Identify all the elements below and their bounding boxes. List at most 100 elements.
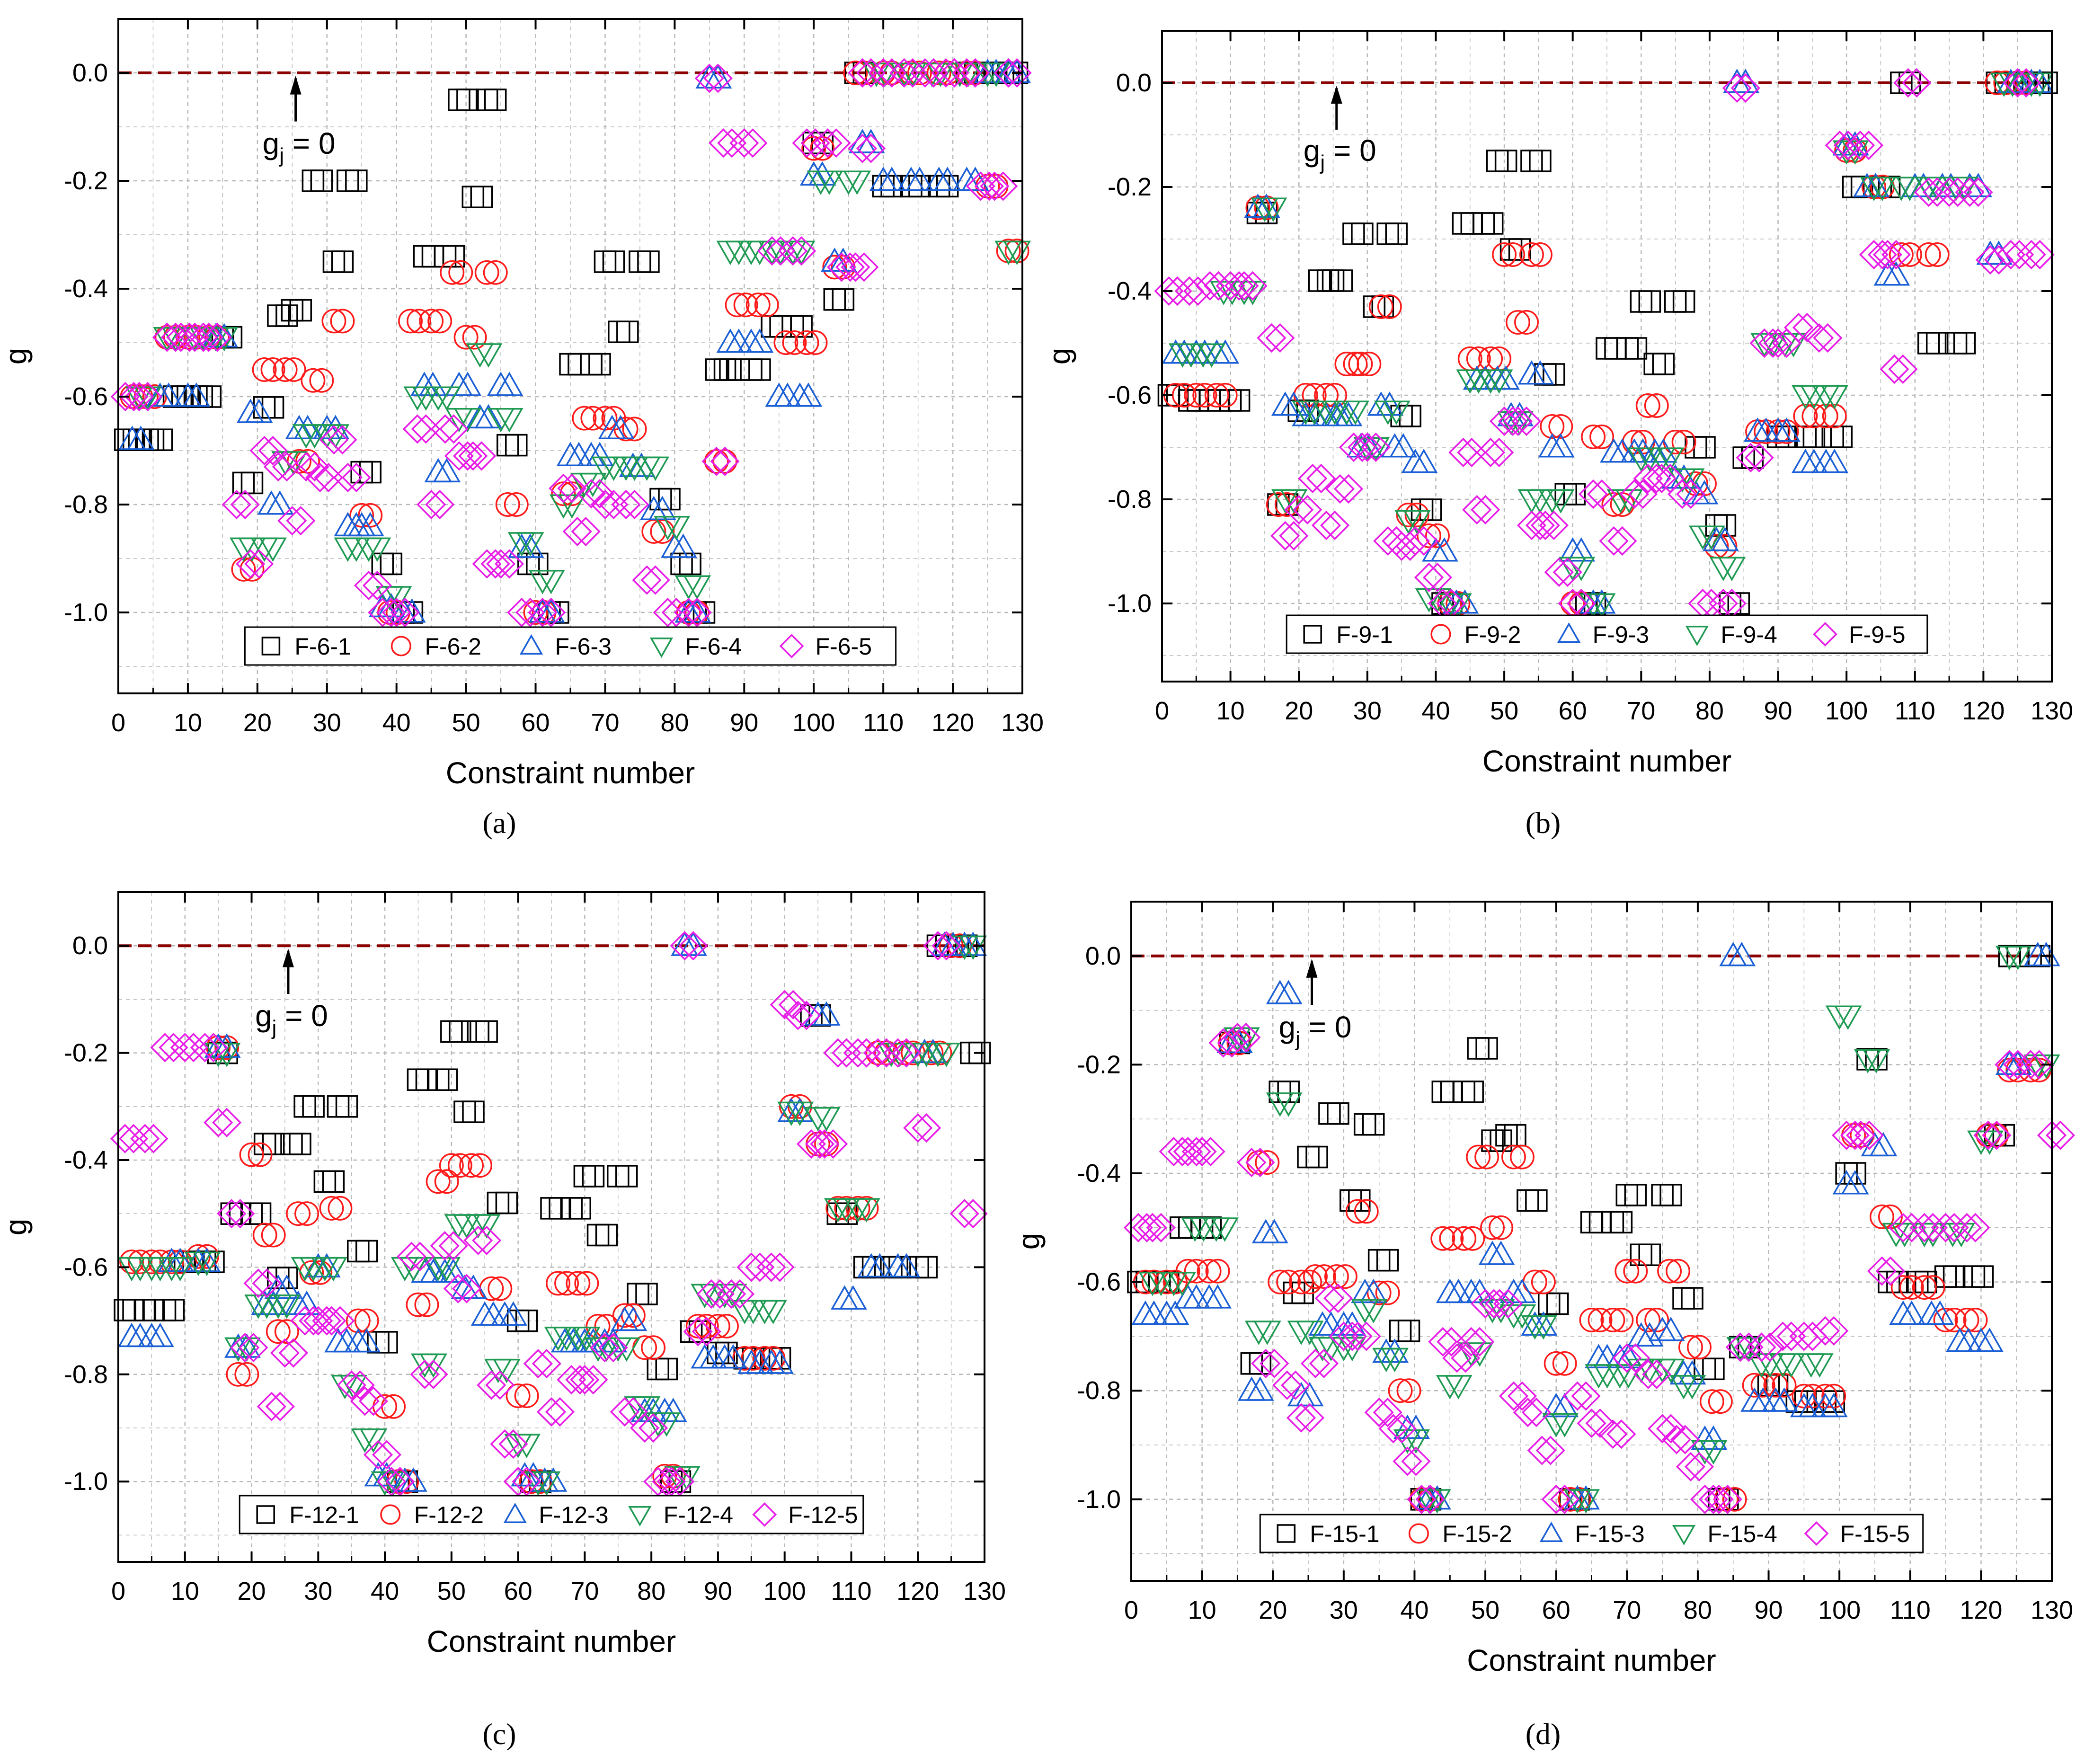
data-point — [679, 552, 701, 576]
x-tick-label: 110 — [831, 1577, 871, 1605]
data-point — [124, 381, 154, 412]
data-point — [565, 1365, 595, 1395]
data-point — [679, 931, 707, 956]
data-point — [166, 1248, 195, 1272]
y-tick-label: -0.8 — [64, 1360, 108, 1389]
data-point — [1544, 557, 1574, 587]
x-tick-label: 20 — [237, 1577, 266, 1605]
data-point — [982, 62, 1010, 87]
x-tick-label: 10 — [1216, 697, 1245, 725]
data-point — [337, 1370, 366, 1400]
data-point — [1600, 1308, 1625, 1332]
legend-label: F-15-5 — [1840, 1521, 1910, 1547]
data-point — [674, 597, 703, 628]
data-point — [321, 309, 346, 334]
legend-marker — [1408, 1523, 1429, 1544]
data-point — [1563, 483, 1586, 505]
x-tick-label: 90 — [704, 1577, 732, 1605]
data-point — [1337, 1321, 1367, 1351]
data-point — [210, 323, 239, 348]
data-point — [725, 293, 750, 318]
data-point — [863, 1038, 893, 1068]
data-point — [1562, 1381, 1592, 1411]
y-tick-label: -1.0 — [1077, 1485, 1121, 1514]
series-F-6-5 — [110, 58, 1032, 628]
data-point — [1381, 1338, 1409, 1363]
y-tick-label: -0.6 — [64, 382, 108, 411]
data-point — [419, 372, 447, 396]
legend-label: F-9-5 — [1849, 621, 1905, 648]
x-tick-label: 80 — [1695, 697, 1724, 725]
data-point — [1963, 177, 1993, 207]
data-point — [1312, 1264, 1336, 1289]
y-tick-label: -1.0 — [64, 1467, 108, 1496]
data-point — [632, 565, 662, 595]
data-point — [514, 1383, 539, 1409]
data-point — [474, 404, 503, 429]
data-point — [613, 417, 639, 442]
data-point — [1320, 510, 1350, 541]
data-point — [1300, 1348, 1331, 1378]
data-point — [704, 449, 729, 474]
x-tick-label: 50 — [1490, 697, 1518, 725]
data-point — [670, 931, 700, 961]
data-point — [903, 1113, 933, 1143]
data-point — [398, 598, 426, 623]
data-point — [1541, 1484, 1571, 1514]
data-point — [260, 357, 285, 382]
legend-marker — [261, 637, 281, 656]
data-point — [152, 322, 182, 352]
data-point — [1845, 1120, 1876, 1150]
data-point — [202, 1250, 225, 1273]
data-point — [1897, 1213, 1926, 1242]
data-point — [878, 167, 906, 191]
data-point — [354, 570, 383, 601]
data-point — [1963, 1308, 1988, 1332]
data-point — [1880, 354, 1909, 384]
x-tick-label: 90 — [1754, 1596, 1783, 1624]
data-point — [474, 260, 499, 285]
data-point — [1351, 222, 1374, 245]
data-point — [1572, 1489, 1600, 1514]
data-point — [1183, 276, 1213, 306]
data-point — [277, 506, 307, 536]
data-point — [1947, 1223, 1975, 1248]
data-point — [289, 299, 312, 322]
data-point — [1199, 1216, 1222, 1239]
data-point — [402, 414, 432, 444]
data-point — [1428, 1327, 1458, 1356]
legend-marker — [1430, 624, 1451, 645]
data-point — [1868, 177, 1897, 201]
data-point — [810, 1129, 840, 1159]
data-point — [1425, 523, 1450, 548]
data-point — [964, 62, 987, 84]
data-point — [1793, 404, 1818, 428]
data-point — [273, 1274, 301, 1299]
caption-d: (d) — [1526, 1717, 1561, 1751]
data-point — [537, 570, 565, 594]
data-point — [265, 1392, 295, 1421]
data-point — [1471, 495, 1500, 525]
legend-marker — [390, 636, 411, 656]
data-point — [994, 58, 1023, 88]
data-point — [321, 424, 350, 449]
data-point — [1865, 1048, 1888, 1071]
data-point — [2004, 946, 2032, 970]
data-point — [1404, 503, 1429, 527]
data-point — [1198, 343, 1226, 368]
data-point — [1137, 1213, 1167, 1242]
legend-marker — [1277, 1524, 1296, 1543]
data-point — [1387, 1414, 1417, 1444]
data-point — [442, 245, 465, 268]
data-point — [1943, 177, 1973, 207]
data-point — [748, 358, 771, 381]
data-point — [119, 381, 149, 412]
data-point — [240, 471, 264, 495]
data-point — [2003, 68, 2032, 98]
data-point — [453, 372, 482, 396]
data-point — [257, 1392, 286, 1421]
data-point — [1531, 1269, 1556, 1294]
data-point — [252, 1223, 277, 1248]
data-point — [1961, 1213, 1990, 1242]
data-point — [359, 1428, 388, 1453]
